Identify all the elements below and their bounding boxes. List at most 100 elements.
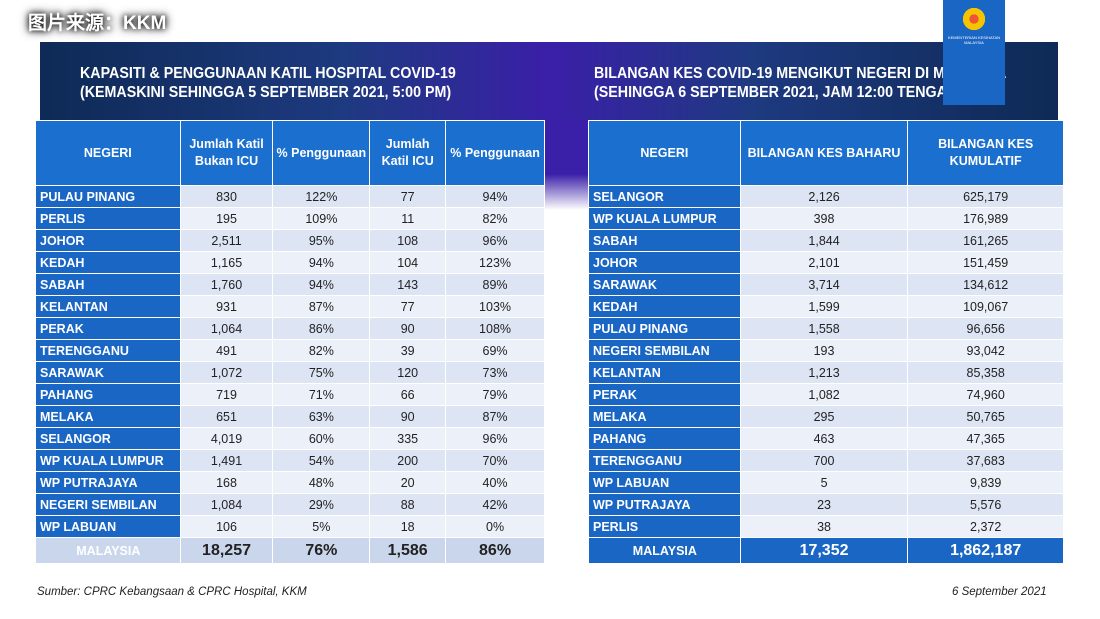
table-row: SELANGOR 2,126 625,179 [588,185,1064,208]
total-row: MALAYSIA 18,257 76% 1,586 86% [35,537,545,564]
cell-value: 76% [272,537,371,564]
cell-value: 70% [445,449,545,472]
cell-value: 195 [179,207,274,230]
cell-value: 1,084 [179,493,274,516]
cell-value: 95% [272,229,371,252]
state-name: WP LABUAN [588,471,741,494]
cell-value: 88 [369,493,447,516]
cell-value: 0% [445,515,545,538]
cell-value: 42% [445,493,545,516]
cell-value: 18 [369,515,447,538]
covid-cases-table: NEGERI BILANGAN KES BAHARU BILANGAN KES KU… [588,120,1064,564]
state-name: SELANGOR [35,427,181,450]
cell-value: 69% [445,339,545,362]
state-name: WP KUALA LUMPUR [588,207,741,230]
cell-value: 63% [272,405,371,428]
cell-value: 463 [739,427,909,450]
state-name: PERLIS [35,207,181,230]
table-row: PERLIS 195 109% 11 82% [35,207,545,230]
right-title-line2: (SEHINGGA 6 SEPTEMBER 2021, JAM 12:00 TE… [594,84,1001,101]
date-note: 6 September 2021 [952,586,1047,598]
cell-value: 94% [272,251,371,274]
cell-value: 50,765 [907,405,1064,428]
source-note: Sumber: CPRC Kebangsaan & CPRC Hospital,… [37,586,307,598]
cell-value: 1,213 [739,361,909,384]
left-title-line1: KAPASITI & PENGGUNAAN KATIL HOSPITAL COV… [80,65,456,82]
cell-value: 3,714 [739,273,909,296]
table-row: KEDAH 1,599 109,067 [588,295,1064,318]
right-title: BILANGAN KES COVID-19 MENGIKUT NEGERI DI… [594,64,1006,102]
cell-value: 87% [445,405,545,428]
state-name: MALAYSIA [35,537,181,564]
cell-value: 20 [369,471,447,494]
cell-value: 109,067 [907,295,1064,318]
table-row: TERENGGANU 700 37,683 [588,449,1064,472]
state-name: SABAH [588,229,741,252]
cell-value: 18,257 [179,537,274,564]
cell-value: 48% [272,471,371,494]
cell-value: 96,656 [907,317,1064,340]
cell-value: 108% [445,317,545,340]
cell-value: 40% [445,471,545,494]
kkm-logo: KEMENTERIAN KESIHATAN MALAYSIA [943,0,1005,105]
cell-value: 491 [179,339,274,362]
table-row: PERAK 1,064 86% 90 108% [35,317,545,340]
cell-value: 87% [272,295,371,318]
column-header: % Penggunaan [272,120,371,186]
cell-value: 39 [369,339,447,362]
table-row: WP PUTRAJAYA 23 5,576 [588,493,1064,516]
state-name: SELANGOR [588,185,741,208]
state-name: NEGERI SEMBILAN [35,493,181,516]
table-row: PAHANG 463 47,365 [588,427,1064,450]
cell-value: 106 [179,515,274,538]
state-name: SARAWAK [35,361,181,384]
cell-value: 1,760 [179,273,274,296]
cell-value: 94% [272,273,371,296]
cell-value: 1,491 [179,449,274,472]
cell-value: 66 [369,383,447,406]
cell-value: 2,126 [739,185,909,208]
watermark: 图片来源：KKM [28,13,167,34]
cell-value: 71% [272,383,371,406]
banner-divider [545,120,588,210]
cell-value: 38 [739,515,909,538]
cell-value: 123% [445,251,545,274]
table-row: PULAU PINANG 1,558 96,656 [588,317,1064,340]
cell-value: 1,558 [739,317,909,340]
table-row: NEGERI SEMBILAN 193 93,042 [588,339,1064,362]
table-row: WP KUALA LUMPUR 398 176,989 [588,207,1064,230]
cell-value: 161,265 [907,229,1064,252]
table-row: PULAU PINANG 830 122% 77 94% [35,185,545,208]
table-row: MELAKA 295 50,765 [588,405,1064,428]
cell-value: 77 [369,295,447,318]
cell-value: 4,019 [179,427,274,450]
column-header: NEGERI [35,120,181,186]
cell-value: 108 [369,229,447,252]
table-row: TERENGGANU 491 82% 39 69% [35,339,545,362]
table-row: PERAK 1,082 74,960 [588,383,1064,406]
column-header: NEGERI [588,120,741,186]
table-row: KELANTAN 931 87% 77 103% [35,295,545,318]
cell-value: 82% [445,207,545,230]
cell-value: 1,844 [739,229,909,252]
cell-value: 1,862,187 [907,537,1064,564]
cell-value: 2,372 [907,515,1064,538]
table-row: JOHOR 2,511 95% 108 96% [35,229,545,252]
cell-value: 90 [369,317,447,340]
state-name: PULAU PINANG [588,317,741,340]
left-title-line2: (KEMASKINI SEHINGGA 5 SEPTEMBER 2021, 5:… [80,84,452,101]
cell-value: 2,101 [739,251,909,274]
cell-value: 77 [369,185,447,208]
cell-value: 1,586 [369,537,447,564]
crest-icon [961,6,987,32]
state-name: WP PUTRAJAYA [35,471,181,494]
state-name: KEDAH [35,251,181,274]
state-name: SABAH [35,273,181,296]
state-name: KELANTAN [588,361,741,384]
state-name: JOHOR [588,251,741,274]
table-row: PERLIS 38 2,372 [588,515,1064,538]
table-row: SELANGOR 4,019 60% 335 96% [35,427,545,450]
column-header: Jumlah Katil Bukan ICU [179,120,274,186]
cell-value: 109% [272,207,371,230]
cell-value: 700 [739,449,909,472]
